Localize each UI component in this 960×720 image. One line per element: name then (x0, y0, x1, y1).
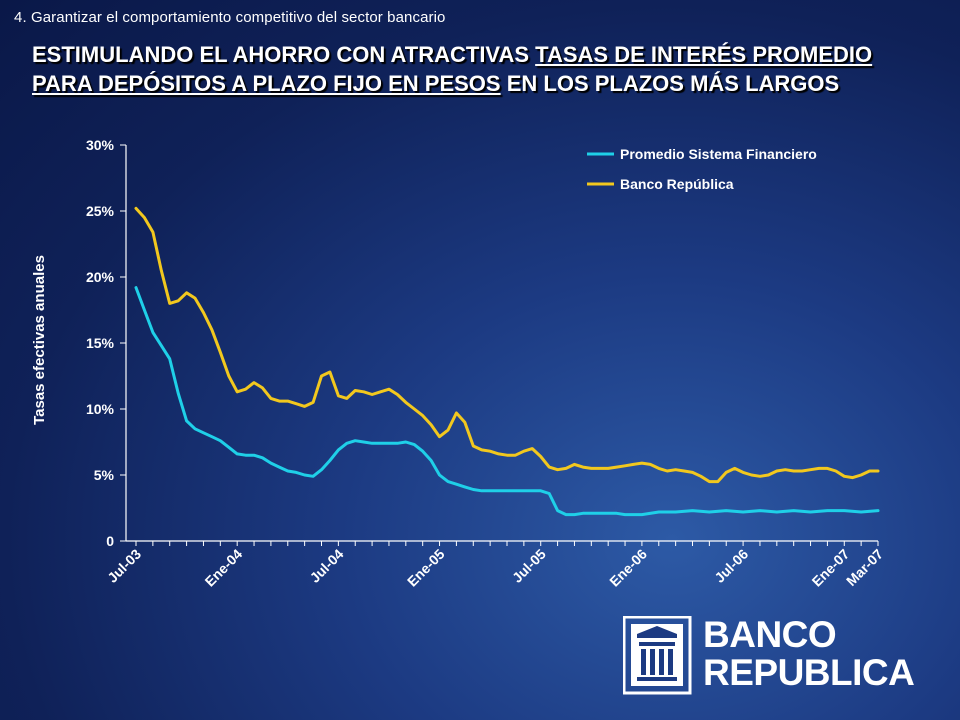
slide-title: ESTIMULANDO EL AHORRO CON ATRACTIVAS TAS… (32, 40, 932, 98)
y-tick-label: 10% (86, 401, 115, 417)
title-part-1: ESTIMULANDO EL AHORRO CON ATRACTIVAS (32, 42, 536, 67)
y-tick-label: 30% (86, 137, 115, 153)
banco-republica-logo: BANCO REPUBLICA (623, 612, 923, 696)
series-line-1 (134, 206, 880, 484)
x-tick-label: Ene-04 (202, 546, 246, 590)
y-tick-label: 25% (86, 203, 115, 219)
title-part-2-underlined: TASAS DE INTERÉS PROMEDIO PARA DEPÓSITOS… (32, 42, 873, 96)
y-tick-label: 20% (86, 269, 115, 285)
legend-label-0: Promedio Sistema Financiero (620, 146, 817, 162)
series-line-0 (134, 286, 880, 517)
y-tick-label: 5% (94, 467, 115, 483)
legend-label-1: Banco República (620, 176, 734, 192)
y-axis-label: Tasas efectivas anuales (31, 255, 48, 425)
x-tick-label: Ene-05 (404, 546, 448, 590)
slide-subtitle: 4. Garantizar el comportamiento competit… (14, 9, 446, 26)
x-tick-label: Jul-05 (509, 546, 549, 586)
y-tick-label: 0 (106, 533, 114, 549)
logo-line-2: REPUBLICA (703, 652, 915, 693)
x-tick-label: Jul-06 (711, 546, 751, 586)
bank-building-icon (623, 616, 692, 695)
y-tick-label: 15% (86, 335, 115, 351)
x-tick-label: Jul-04 (307, 546, 347, 586)
title-part-3: EN LOS PLAZOS MÁS LARGOS (500, 71, 840, 96)
x-tick-label: Ene-06 (606, 546, 650, 590)
x-tick-label: Ene-07 (809, 546, 853, 590)
x-tick-label: Mar-07 (843, 546, 886, 589)
logo-line-1: BANCO (703, 614, 837, 655)
x-tick-label: Jul-03 (104, 546, 144, 586)
